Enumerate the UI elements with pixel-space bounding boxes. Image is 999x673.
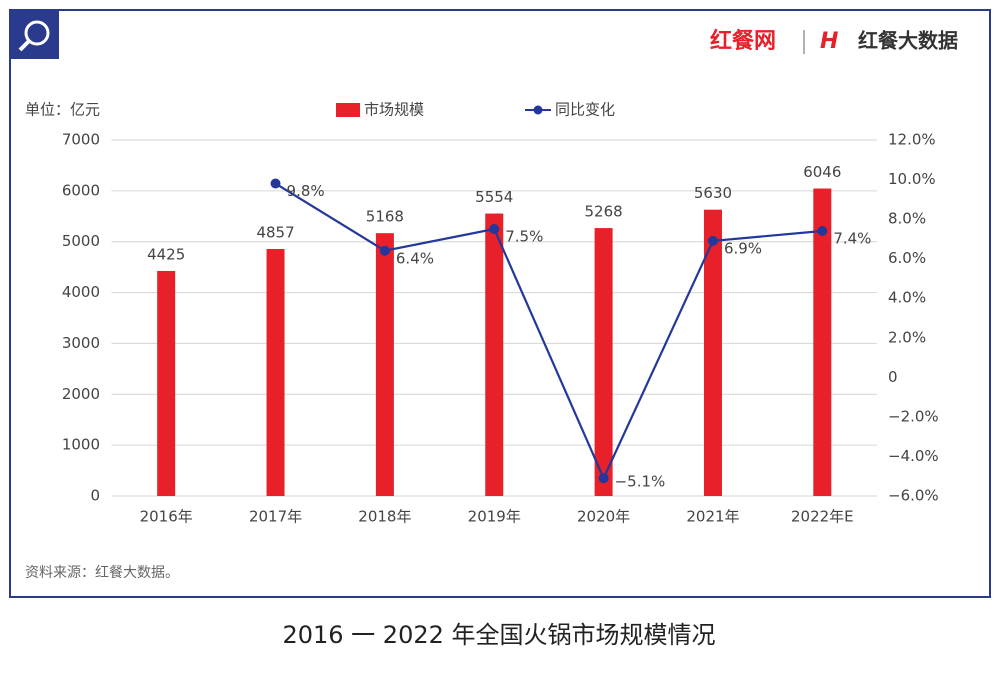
- icon-lens: [24, 20, 50, 46]
- bar-value-label: 6046: [803, 163, 841, 181]
- bar: [157, 270, 176, 496]
- y-tick-label: 3000: [62, 334, 100, 352]
- bar: [375, 233, 394, 496]
- y2-tick-label: −6.0%: [888, 487, 939, 505]
- x-tick-label: 2022年E: [791, 508, 854, 526]
- bar-value-label: 5554: [475, 188, 513, 206]
- y-tick-label: 4000: [62, 283, 100, 301]
- bar-value-label: 4857: [256, 223, 294, 241]
- legend-label: 市场规模: [364, 101, 424, 119]
- line-value-label: −5.1%: [615, 473, 666, 491]
- y2-tick-label: 10.0%: [888, 170, 936, 188]
- y2-tick-label: 2.0%: [888, 328, 926, 346]
- bar-value-label: 4425: [147, 245, 185, 263]
- x-tick-label: 2016年: [140, 508, 193, 526]
- bar: [594, 228, 613, 496]
- bar-value-label: 5168: [366, 208, 404, 226]
- line-value-label: 6.4%: [396, 249, 434, 267]
- x-tick-label: 2017年: [249, 508, 302, 526]
- line-marker: [817, 225, 828, 236]
- y2-tick-label: 0: [888, 368, 898, 386]
- line-value-label: 7.4%: [833, 229, 871, 247]
- y-tick-label: 6000: [62, 181, 100, 199]
- y-tick-label: 0: [90, 487, 100, 505]
- brand-sub: 红餐大数据: [858, 29, 958, 53]
- y-tick-label: 7000: [62, 131, 100, 149]
- frame: [9, 9, 991, 598]
- x-tick-label: 2020年: [577, 508, 630, 526]
- line-value-label: 6.9%: [724, 239, 762, 257]
- line: [274, 182, 823, 481]
- brand-logo: H: [820, 29, 838, 54]
- unit-label: 单位：亿元: [25, 101, 100, 119]
- brand-main: 红餐网: [710, 28, 776, 54]
- y2-tick-label: −2.0%: [888, 407, 939, 425]
- y2-tick-label: 8.0%: [888, 210, 926, 228]
- icon-handle: [18, 39, 31, 52]
- y-tick-label: 1000: [62, 436, 100, 454]
- y2-tick-label: −4.0%: [888, 447, 939, 465]
- legend-swatch: [336, 103, 360, 117]
- bar: [813, 188, 832, 497]
- line-value-label: 7.5%: [505, 228, 543, 246]
- line-marker: [489, 224, 500, 234]
- bar-value-label: 5268: [585, 203, 623, 221]
- chart-title: 2016 一 2022 年全国火锅市场规模情况: [282, 621, 715, 649]
- y2-tick-label: 6.0%: [888, 249, 926, 267]
- y2-tick-label: 4.0%: [888, 289, 926, 307]
- y-tick-label: 5000: [62, 232, 100, 250]
- bar: [703, 209, 722, 496]
- icon-bg: [11, 11, 59, 59]
- line-marker: [598, 473, 609, 484]
- y-tick-label: 2000: [62, 385, 100, 403]
- x-tick-label: 2019年: [468, 508, 521, 526]
- y2-tick-label: 12.0%: [888, 131, 936, 149]
- legend-label: 同比变化: [555, 101, 615, 119]
- source: 资料来源：红餐大数据。: [25, 565, 179, 581]
- legend-marker: [533, 105, 543, 115]
- x-tick-label: 2018年: [358, 508, 411, 526]
- bar: [266, 248, 285, 496]
- line-marker: [270, 178, 281, 189]
- bar: [485, 213, 504, 496]
- line-marker: [707, 235, 718, 246]
- x-tick-label: 2021年: [686, 508, 739, 526]
- bar-value-label: 5630: [694, 184, 732, 202]
- line-marker: [379, 245, 390, 256]
- line-value-label: 9.8%: [287, 182, 325, 200]
